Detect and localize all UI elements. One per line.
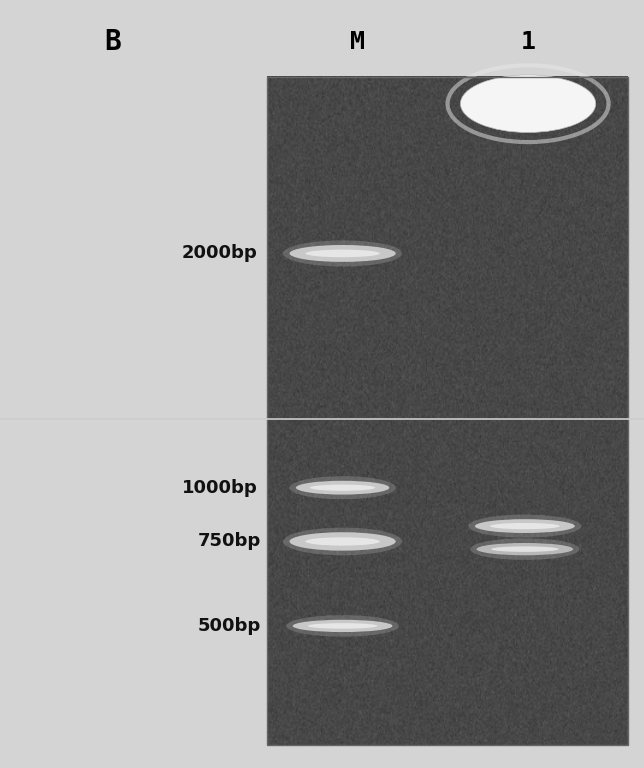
Ellipse shape xyxy=(305,250,380,257)
Text: 2000bp: 2000bp xyxy=(182,244,258,263)
Ellipse shape xyxy=(305,538,380,545)
Ellipse shape xyxy=(283,240,402,266)
Text: B: B xyxy=(104,28,121,56)
Text: 750bp: 750bp xyxy=(198,532,261,551)
Bar xyxy=(267,77,628,745)
Text: M: M xyxy=(350,30,365,55)
Ellipse shape xyxy=(310,485,375,491)
Ellipse shape xyxy=(292,620,393,632)
Ellipse shape xyxy=(286,615,399,637)
Ellipse shape xyxy=(477,543,573,555)
Ellipse shape xyxy=(296,481,389,495)
Text: 1: 1 xyxy=(520,30,536,55)
Ellipse shape xyxy=(468,515,581,538)
Ellipse shape xyxy=(475,519,574,533)
Ellipse shape xyxy=(470,538,580,560)
Ellipse shape xyxy=(290,245,395,262)
Ellipse shape xyxy=(491,546,559,552)
Text: 1000bp: 1000bp xyxy=(182,478,258,497)
Text: 500bp: 500bp xyxy=(198,617,261,635)
Ellipse shape xyxy=(283,528,402,555)
Ellipse shape xyxy=(290,532,395,551)
Ellipse shape xyxy=(460,75,596,133)
Ellipse shape xyxy=(308,623,377,629)
Ellipse shape xyxy=(290,476,395,499)
Ellipse shape xyxy=(490,523,560,529)
